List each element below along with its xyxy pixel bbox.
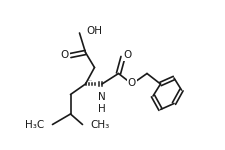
Text: O: O [61, 51, 69, 60]
Text: O: O [128, 78, 136, 87]
Text: O: O [124, 51, 132, 60]
Text: CH₃: CH₃ [91, 120, 110, 130]
Text: ···: ··· [86, 78, 92, 83]
Text: N
H: N H [98, 92, 106, 114]
Text: H₃C: H₃C [25, 120, 44, 130]
Text: OH: OH [86, 27, 102, 36]
